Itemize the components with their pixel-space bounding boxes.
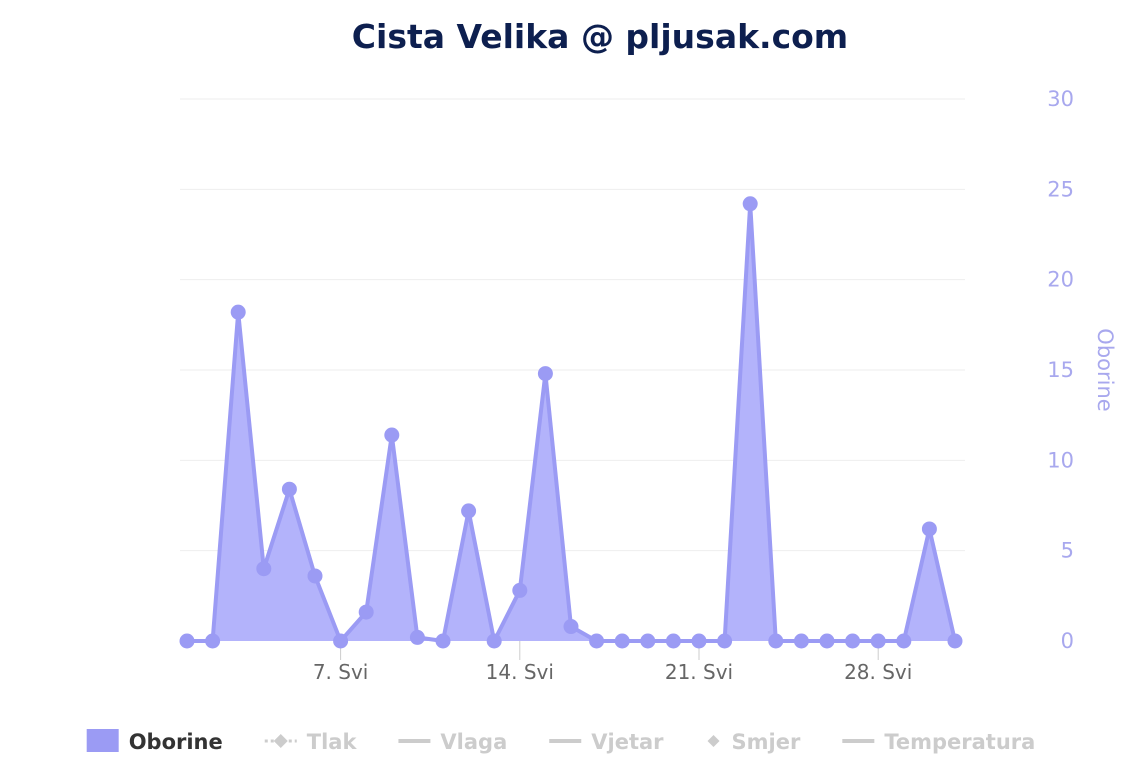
- legend-marker: [273, 734, 288, 748]
- chart-title: Cista Velika @ pljusak.com: [352, 17, 848, 56]
- data-point[interactable]: [921, 521, 937, 537]
- data-point[interactable]: [307, 568, 323, 584]
- data-point[interactable]: [640, 633, 656, 649]
- data-point[interactable]: [589, 633, 605, 649]
- y-axis-label: Oborine: [1093, 328, 1117, 411]
- data-point[interactable]: [281, 481, 297, 497]
- legend-label: Vjetar: [591, 730, 664, 754]
- legend: Oborine Tlak Vlaga Vjetar Smjer Temperatura: [86, 729, 1035, 754]
- y-tick-label: 30: [1047, 87, 1074, 111]
- legend-item-vjetar[interactable]: Vjetar: [549, 730, 664, 754]
- data-point[interactable]: [793, 633, 809, 649]
- x-tick-label: 7. Svi: [313, 660, 369, 684]
- data-point[interactable]: [435, 633, 451, 649]
- y-tick-label: 5: [1061, 539, 1074, 563]
- x-axis-ticks: 7. Svi 14. Svi 21. Svi 28. Svi: [313, 641, 912, 684]
- x-tick-label: 14. Svi: [486, 660, 554, 684]
- y-tick-label: 10: [1047, 448, 1074, 472]
- grid-lines: [180, 98, 965, 552]
- series-oborine[interactable]: [179, 196, 963, 649]
- data-point[interactable]: [179, 633, 195, 649]
- y-tick-label: 15: [1047, 358, 1074, 382]
- data-point[interactable]: [768, 633, 784, 649]
- data-point[interactable]: [870, 633, 886, 649]
- y-tick-label: 25: [1047, 177, 1074, 201]
- legend-label: Tlak: [307, 730, 358, 754]
- data-point[interactable]: [845, 633, 861, 649]
- data-point[interactable]: [230, 304, 246, 320]
- data-point[interactable]: [819, 633, 835, 649]
- data-point[interactable]: [205, 633, 221, 649]
- data-point[interactable]: [742, 196, 758, 212]
- legend-symbol: [86, 729, 119, 752]
- data-point[interactable]: [563, 619, 579, 635]
- data-point[interactable]: [358, 604, 374, 620]
- data-point[interactable]: [409, 629, 425, 645]
- data-point[interactable]: [614, 633, 630, 649]
- x-tick-label: 21. Svi: [665, 660, 733, 684]
- data-point[interactable]: [256, 561, 272, 577]
- y-axis-ticks: 0 5 10 15 20 25 30: [1047, 87, 1074, 653]
- y-tick-label: 20: [1047, 268, 1074, 292]
- legend-item-temperatura[interactable]: Temperatura: [842, 730, 1035, 754]
- legend-label: Oborine: [129, 730, 223, 754]
- y-tick-label: 0: [1061, 629, 1074, 653]
- data-point[interactable]: [461, 503, 477, 519]
- legend-label: Smjer: [732, 730, 801, 754]
- data-point[interactable]: [384, 427, 400, 443]
- legend-item-oborine[interactable]: Oborine: [86, 729, 223, 754]
- data-point[interactable]: [665, 633, 681, 649]
- data-point[interactable]: [537, 366, 553, 382]
- data-point[interactable]: [691, 633, 707, 649]
- legend-item-vlaga[interactable]: Vlaga: [398, 730, 507, 754]
- data-point[interactable]: [486, 633, 502, 649]
- data-point[interactable]: [333, 633, 349, 649]
- data-point[interactable]: [717, 633, 733, 649]
- data-point[interactable]: [512, 582, 528, 598]
- series-area: [187, 203, 955, 641]
- legend-symbol: [707, 735, 720, 747]
- legend-label: Vlaga: [440, 730, 507, 754]
- data-point[interactable]: [896, 633, 912, 649]
- legend-item-tlak[interactable]: Tlak: [264, 730, 358, 754]
- data-point[interactable]: [947, 633, 963, 649]
- x-tick-label: 28. Svi: [844, 660, 912, 684]
- legend-item-smjer[interactable]: Smjer: [707, 730, 801, 754]
- legend-label: Temperatura: [884, 730, 1035, 754]
